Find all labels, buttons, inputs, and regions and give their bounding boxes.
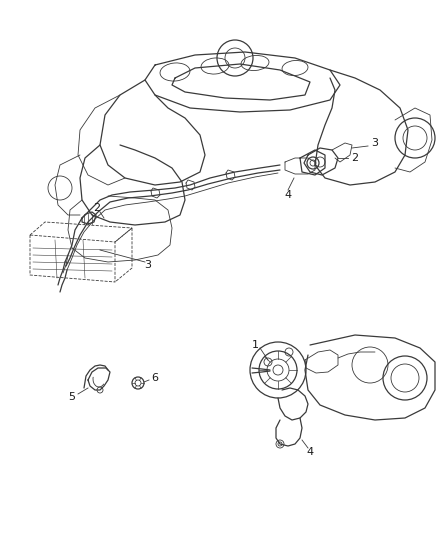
Text: 3: 3 xyxy=(371,138,378,148)
Text: 4: 4 xyxy=(307,447,314,457)
Text: 2: 2 xyxy=(351,153,359,163)
Text: 6: 6 xyxy=(152,373,159,383)
Text: 3: 3 xyxy=(145,260,152,270)
Text: 1: 1 xyxy=(251,340,258,350)
Text: 4: 4 xyxy=(284,190,292,200)
Text: 2: 2 xyxy=(93,203,101,213)
Text: 5: 5 xyxy=(68,392,75,402)
